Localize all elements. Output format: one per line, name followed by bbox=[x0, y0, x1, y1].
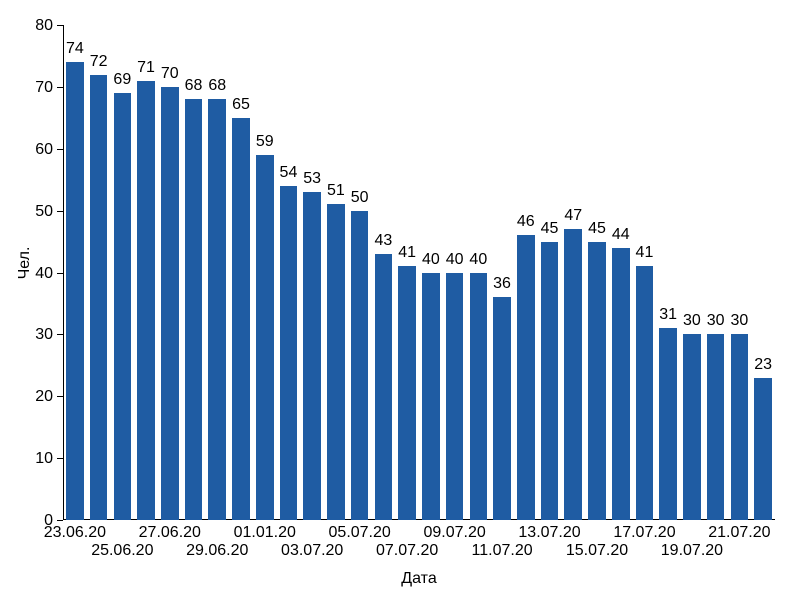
bar bbox=[612, 248, 630, 520]
bar bbox=[588, 242, 606, 520]
bar bbox=[280, 186, 298, 520]
x-tick-label: 17.07.20 bbox=[604, 524, 684, 542]
bar-value-label: 30 bbox=[721, 312, 757, 330]
bar-value-label: 40 bbox=[460, 251, 496, 269]
x-tick-label: 13.07.20 bbox=[510, 524, 590, 542]
x-tick-label: 01.01.20 bbox=[225, 524, 305, 542]
bar bbox=[375, 254, 393, 520]
x-tick-label: 25.06.20 bbox=[82, 542, 162, 560]
bar-chart: 7472697170686865595453515043414040403646… bbox=[0, 0, 800, 600]
x-tick-label: 09.07.20 bbox=[415, 524, 495, 542]
x-tick-label: 03.07.20 bbox=[272, 542, 352, 560]
bar bbox=[754, 378, 772, 520]
bar bbox=[303, 192, 321, 520]
bar bbox=[185, 99, 203, 520]
y-tick-label: 70 bbox=[13, 79, 53, 97]
bar bbox=[90, 75, 108, 521]
y-tick-label: 50 bbox=[13, 203, 53, 221]
bar bbox=[517, 235, 535, 520]
plot-area: 7472697170686865595453515043414040403646… bbox=[63, 25, 775, 520]
bar bbox=[232, 118, 250, 520]
bars-container: 7472697170686865595453515043414040403646… bbox=[63, 25, 775, 520]
bar bbox=[351, 211, 369, 520]
x-tick-label: 21.07.20 bbox=[699, 524, 779, 542]
bar-value-label: 50 bbox=[342, 189, 378, 207]
bar bbox=[470, 273, 488, 521]
x-tick-label: 05.07.20 bbox=[320, 524, 400, 542]
bar-value-label: 36 bbox=[484, 275, 520, 293]
bar-value-label: 59 bbox=[247, 133, 283, 151]
bar-value-label: 41 bbox=[626, 244, 662, 262]
y-tick-label: 60 bbox=[13, 141, 53, 159]
y-tick bbox=[57, 211, 63, 212]
bar bbox=[114, 93, 132, 520]
bar bbox=[137, 81, 155, 520]
bar bbox=[161, 87, 179, 520]
bar bbox=[66, 62, 84, 520]
bar bbox=[636, 266, 654, 520]
bar bbox=[446, 273, 464, 521]
y-tick bbox=[57, 520, 63, 521]
bar-value-label: 65 bbox=[223, 96, 259, 114]
x-tick-label: 11.07.20 bbox=[462, 542, 542, 560]
y-tick bbox=[57, 87, 63, 88]
x-tick-label: 19.07.20 bbox=[652, 542, 732, 560]
bar bbox=[541, 242, 559, 520]
bar bbox=[398, 266, 416, 520]
x-tick-label: 29.06.20 bbox=[177, 542, 257, 560]
y-axis-title: Чел. bbox=[16, 233, 34, 293]
y-tick bbox=[57, 396, 63, 397]
y-tick-label: 80 bbox=[13, 17, 53, 35]
y-tick bbox=[57, 458, 63, 459]
bar bbox=[422, 273, 440, 521]
x-tick-label: 07.07.20 bbox=[367, 542, 447, 560]
bar-value-label: 44 bbox=[603, 226, 639, 244]
y-tick bbox=[57, 25, 63, 26]
x-tick-label: 15.07.20 bbox=[557, 542, 637, 560]
y-tick-label: 10 bbox=[13, 450, 53, 468]
bar bbox=[208, 99, 226, 520]
y-tick-label: 20 bbox=[13, 388, 53, 406]
bar bbox=[256, 155, 274, 520]
bar-value-label: 72 bbox=[81, 53, 117, 71]
y-tick bbox=[57, 273, 63, 274]
bar bbox=[564, 229, 582, 520]
bar-value-label: 68 bbox=[199, 77, 235, 95]
y-tick bbox=[57, 149, 63, 150]
x-axis-title: Дата bbox=[63, 570, 775, 588]
bar-value-label: 23 bbox=[745, 356, 781, 374]
y-tick-label: 30 bbox=[13, 326, 53, 344]
bar bbox=[659, 328, 677, 520]
x-tick-label: 23.06.20 bbox=[35, 524, 115, 542]
bar bbox=[327, 204, 345, 520]
x-tick-label: 27.06.20 bbox=[130, 524, 210, 542]
bar bbox=[493, 297, 511, 520]
bar bbox=[707, 334, 725, 520]
y-tick bbox=[57, 334, 63, 335]
bar bbox=[683, 334, 701, 520]
